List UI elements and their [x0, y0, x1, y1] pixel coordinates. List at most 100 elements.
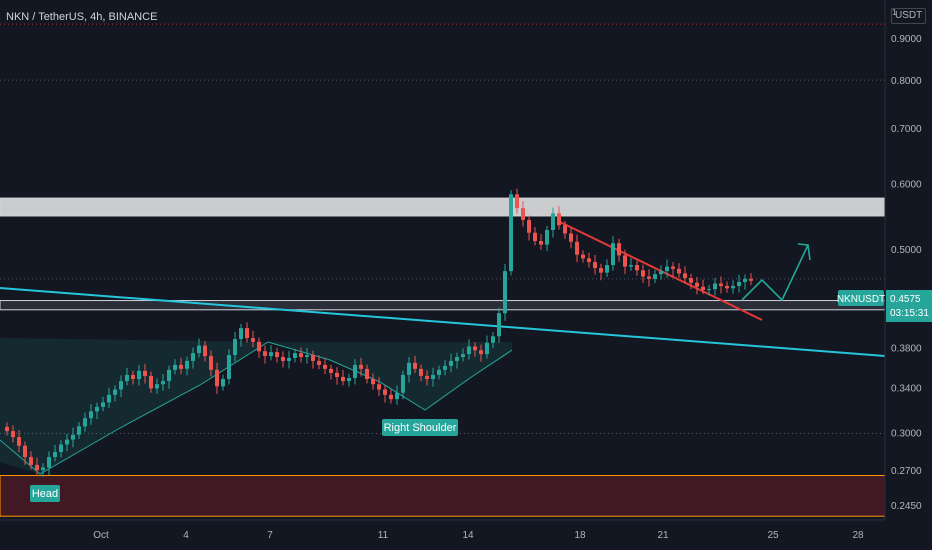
- candle-body: [173, 364, 177, 370]
- candle-body: [599, 268, 603, 273]
- candle-body: [605, 265, 609, 273]
- candle-body: [59, 444, 63, 452]
- candle-body: [125, 374, 129, 382]
- candle-body: [425, 375, 429, 380]
- candle-body: [293, 353, 297, 358]
- candle-body: [431, 374, 435, 380]
- candle-body: [269, 352, 273, 357]
- candle-body: [683, 273, 687, 279]
- currency-unit-label: USDT: [895, 10, 923, 21]
- candle-body: [215, 369, 219, 387]
- candle-body: [203, 345, 207, 357]
- candle-body: [383, 389, 387, 395]
- zone-resistance: [0, 197, 886, 217]
- candle-body: [437, 369, 441, 375]
- candle-body: [95, 406, 99, 412]
- price-tick-label: 0.7000: [891, 124, 922, 135]
- currency-index: 1: [892, 8, 897, 17]
- candle-body: [65, 439, 69, 445]
- candle-body: [719, 283, 723, 286]
- candle-body: [371, 379, 375, 385]
- candle-body: [233, 339, 237, 356]
- time-tick-label: 21: [657, 530, 669, 541]
- candle-body: [641, 270, 645, 277]
- candle-body: [239, 328, 243, 340]
- candle-body: [677, 268, 681, 274]
- candle-body: [137, 370, 141, 380]
- candle-body: [503, 271, 507, 314]
- candle-body: [473, 346, 477, 351]
- candle-body: [455, 357, 459, 361]
- time-tick-label: 7: [267, 530, 273, 541]
- symbol-price-tag: NKNUSDT 0.4575 03:15:31: [837, 290, 932, 322]
- price-tick-label: 0.9000: [891, 34, 922, 45]
- candle-body: [467, 346, 471, 355]
- candle-body: [413, 362, 417, 369]
- price-tick-label: 0.2700: [891, 466, 922, 477]
- candle-body: [77, 426, 81, 435]
- candle-body: [119, 381, 123, 390]
- candle-body: [251, 338, 255, 342]
- candle-body: [275, 352, 279, 358]
- last-price-text: 0.4575: [890, 294, 921, 305]
- price-tick-label: 0.6000: [891, 179, 922, 190]
- symbol-title[interactable]: NKN / TetherUS, 4h, BINANCE: [6, 11, 158, 23]
- time-tick-label: 4: [183, 530, 189, 541]
- candle-body: [335, 372, 339, 377]
- candle-body: [245, 328, 249, 339]
- candle-body: [227, 355, 231, 380]
- candle-body: [167, 369, 171, 382]
- currency-unit-button[interactable]: 1 USDT: [891, 8, 927, 24]
- candle-body: [527, 219, 531, 233]
- candle-body: [539, 241, 543, 245]
- right-shoulder-label-text: Right Shoulder: [384, 422, 457, 434]
- zone-demand: [0, 475, 886, 517]
- candle-body: [341, 376, 345, 382]
- candle-body: [107, 394, 111, 403]
- countdown-text: 03:15:31: [890, 308, 929, 319]
- candle-body: [737, 281, 741, 286]
- candle-body: [197, 345, 201, 354]
- candle-body: [311, 355, 315, 361]
- price-axis-ticks: 0.9000 0.8000 0.7000 0.6000 0.5000 0.3800 0.34…: [891, 34, 922, 512]
- candle-body: [575, 241, 579, 255]
- cyan-trendline: [0, 287, 886, 357]
- candle-body: [647, 276, 651, 279]
- candle-body: [329, 368, 333, 373]
- candle-body: [5, 426, 9, 432]
- candle-body: [545, 230, 549, 245]
- candle-body: [521, 208, 525, 220]
- candle-body: [635, 265, 639, 271]
- zone-support: [0, 300, 886, 311]
- head-label: Head: [30, 485, 60, 502]
- right-shoulder-label: Right Shoulder: [382, 419, 458, 436]
- candle-body: [35, 464, 39, 471]
- candle-body: [551, 213, 555, 231]
- candle-body: [461, 354, 465, 358]
- candle-body: [695, 282, 699, 287]
- candle-body: [749, 278, 753, 281]
- candle-body: [689, 278, 693, 283]
- candle-body: [47, 457, 51, 468]
- candle-body: [305, 355, 309, 358]
- candle-body: [257, 341, 261, 352]
- candle-body: [191, 353, 195, 361]
- candle-body: [347, 377, 351, 382]
- price-tick-label: 0.3800: [891, 343, 922, 354]
- candle-body: [449, 360, 453, 366]
- candle-body: [299, 353, 303, 358]
- candle-body: [707, 289, 711, 291]
- candle-body: [629, 265, 633, 267]
- time-tick-label: 14: [462, 530, 474, 541]
- candle-body: [71, 434, 75, 440]
- candles-layer: [5, 188, 753, 477]
- candle-body: [53, 451, 57, 458]
- candle-body: [209, 356, 213, 370]
- candle-body: [143, 370, 147, 376]
- candle-body: [287, 357, 291, 361]
- candle-body: [743, 278, 747, 282]
- candle-body: [443, 365, 447, 370]
- candle-body: [515, 194, 519, 209]
- candle-body: [323, 364, 327, 369]
